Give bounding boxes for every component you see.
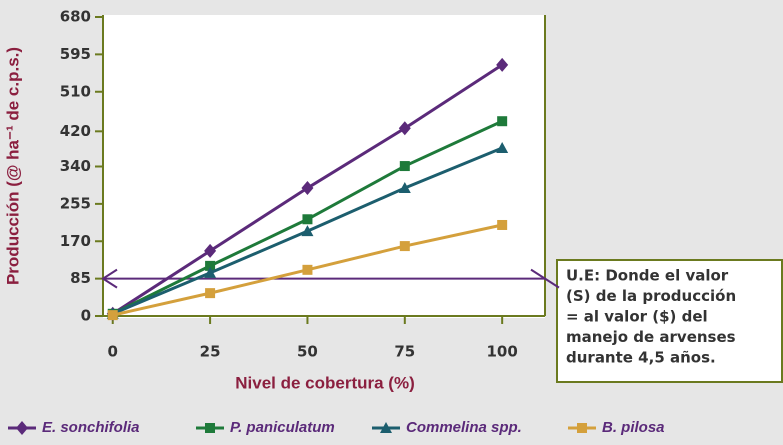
annotation-line: durante 4,5 años.: [566, 349, 716, 367]
x-tick-label: 50: [297, 343, 318, 361]
y-tick-label: 170: [60, 232, 91, 250]
point: [497, 116, 508, 127]
point: [204, 243, 217, 258]
point: [398, 182, 411, 194]
legend-marker: [16, 421, 28, 435]
point: [302, 214, 313, 225]
arrow-head: [101, 268, 118, 289]
legend-label: Commelina spp.: [406, 419, 522, 436]
point: [204, 266, 217, 278]
x-tick-label: 100: [487, 343, 518, 361]
y-tick-label: 680: [60, 8, 91, 26]
legend-label: P. paniculatum: [230, 419, 335, 436]
point: [302, 264, 313, 275]
y-tick-label: 510: [60, 82, 91, 100]
y-tick-label: 255: [60, 194, 91, 212]
point: [497, 219, 508, 230]
point: [301, 181, 314, 196]
annotation-line: (S) de la producción: [566, 287, 736, 305]
point: [398, 121, 411, 136]
point: [399, 241, 410, 252]
x-axis-label: Nivel de cobertura (%): [235, 373, 415, 392]
x-tick-label: 0: [108, 343, 118, 361]
y-tick-label: 420: [60, 122, 91, 140]
point: [496, 142, 509, 154]
y-tick-label: 340: [60, 157, 91, 175]
x-tick-label: 75: [394, 343, 415, 361]
legend-marker: [380, 422, 392, 433]
y-tick-label: 0: [81, 307, 91, 325]
x-tick-label: 25: [200, 343, 221, 361]
y-axis-label: Producción (@ ha⁻¹ de c.p.s.): [3, 47, 22, 285]
annotation-line: U.E: Donde el valor: [566, 267, 729, 285]
arrow-head: [530, 268, 560, 289]
point: [496, 57, 509, 72]
legend-marker: [577, 423, 587, 433]
legend-label: E. sonchifolia: [42, 419, 140, 436]
point: [399, 161, 410, 172]
y-tick-label: 595: [60, 45, 91, 63]
y-tick-label: 85: [70, 269, 91, 287]
point: [205, 260, 216, 271]
point: [301, 225, 314, 237]
point: [107, 310, 118, 321]
annotation-box: [556, 259, 783, 383]
legend-label: B. pilosa: [602, 419, 665, 436]
legend-marker: [205, 423, 215, 433]
annotation-line: manejo de arvenses: [566, 328, 736, 346]
annotation-line: = al valor ($) del: [566, 308, 708, 326]
point: [205, 288, 216, 299]
plot-area: [103, 15, 545, 318]
